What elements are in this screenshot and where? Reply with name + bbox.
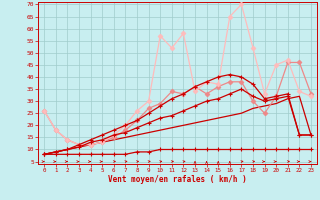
X-axis label: Vent moyen/en rafales ( km/h ): Vent moyen/en rafales ( km/h ) [108, 175, 247, 184]
